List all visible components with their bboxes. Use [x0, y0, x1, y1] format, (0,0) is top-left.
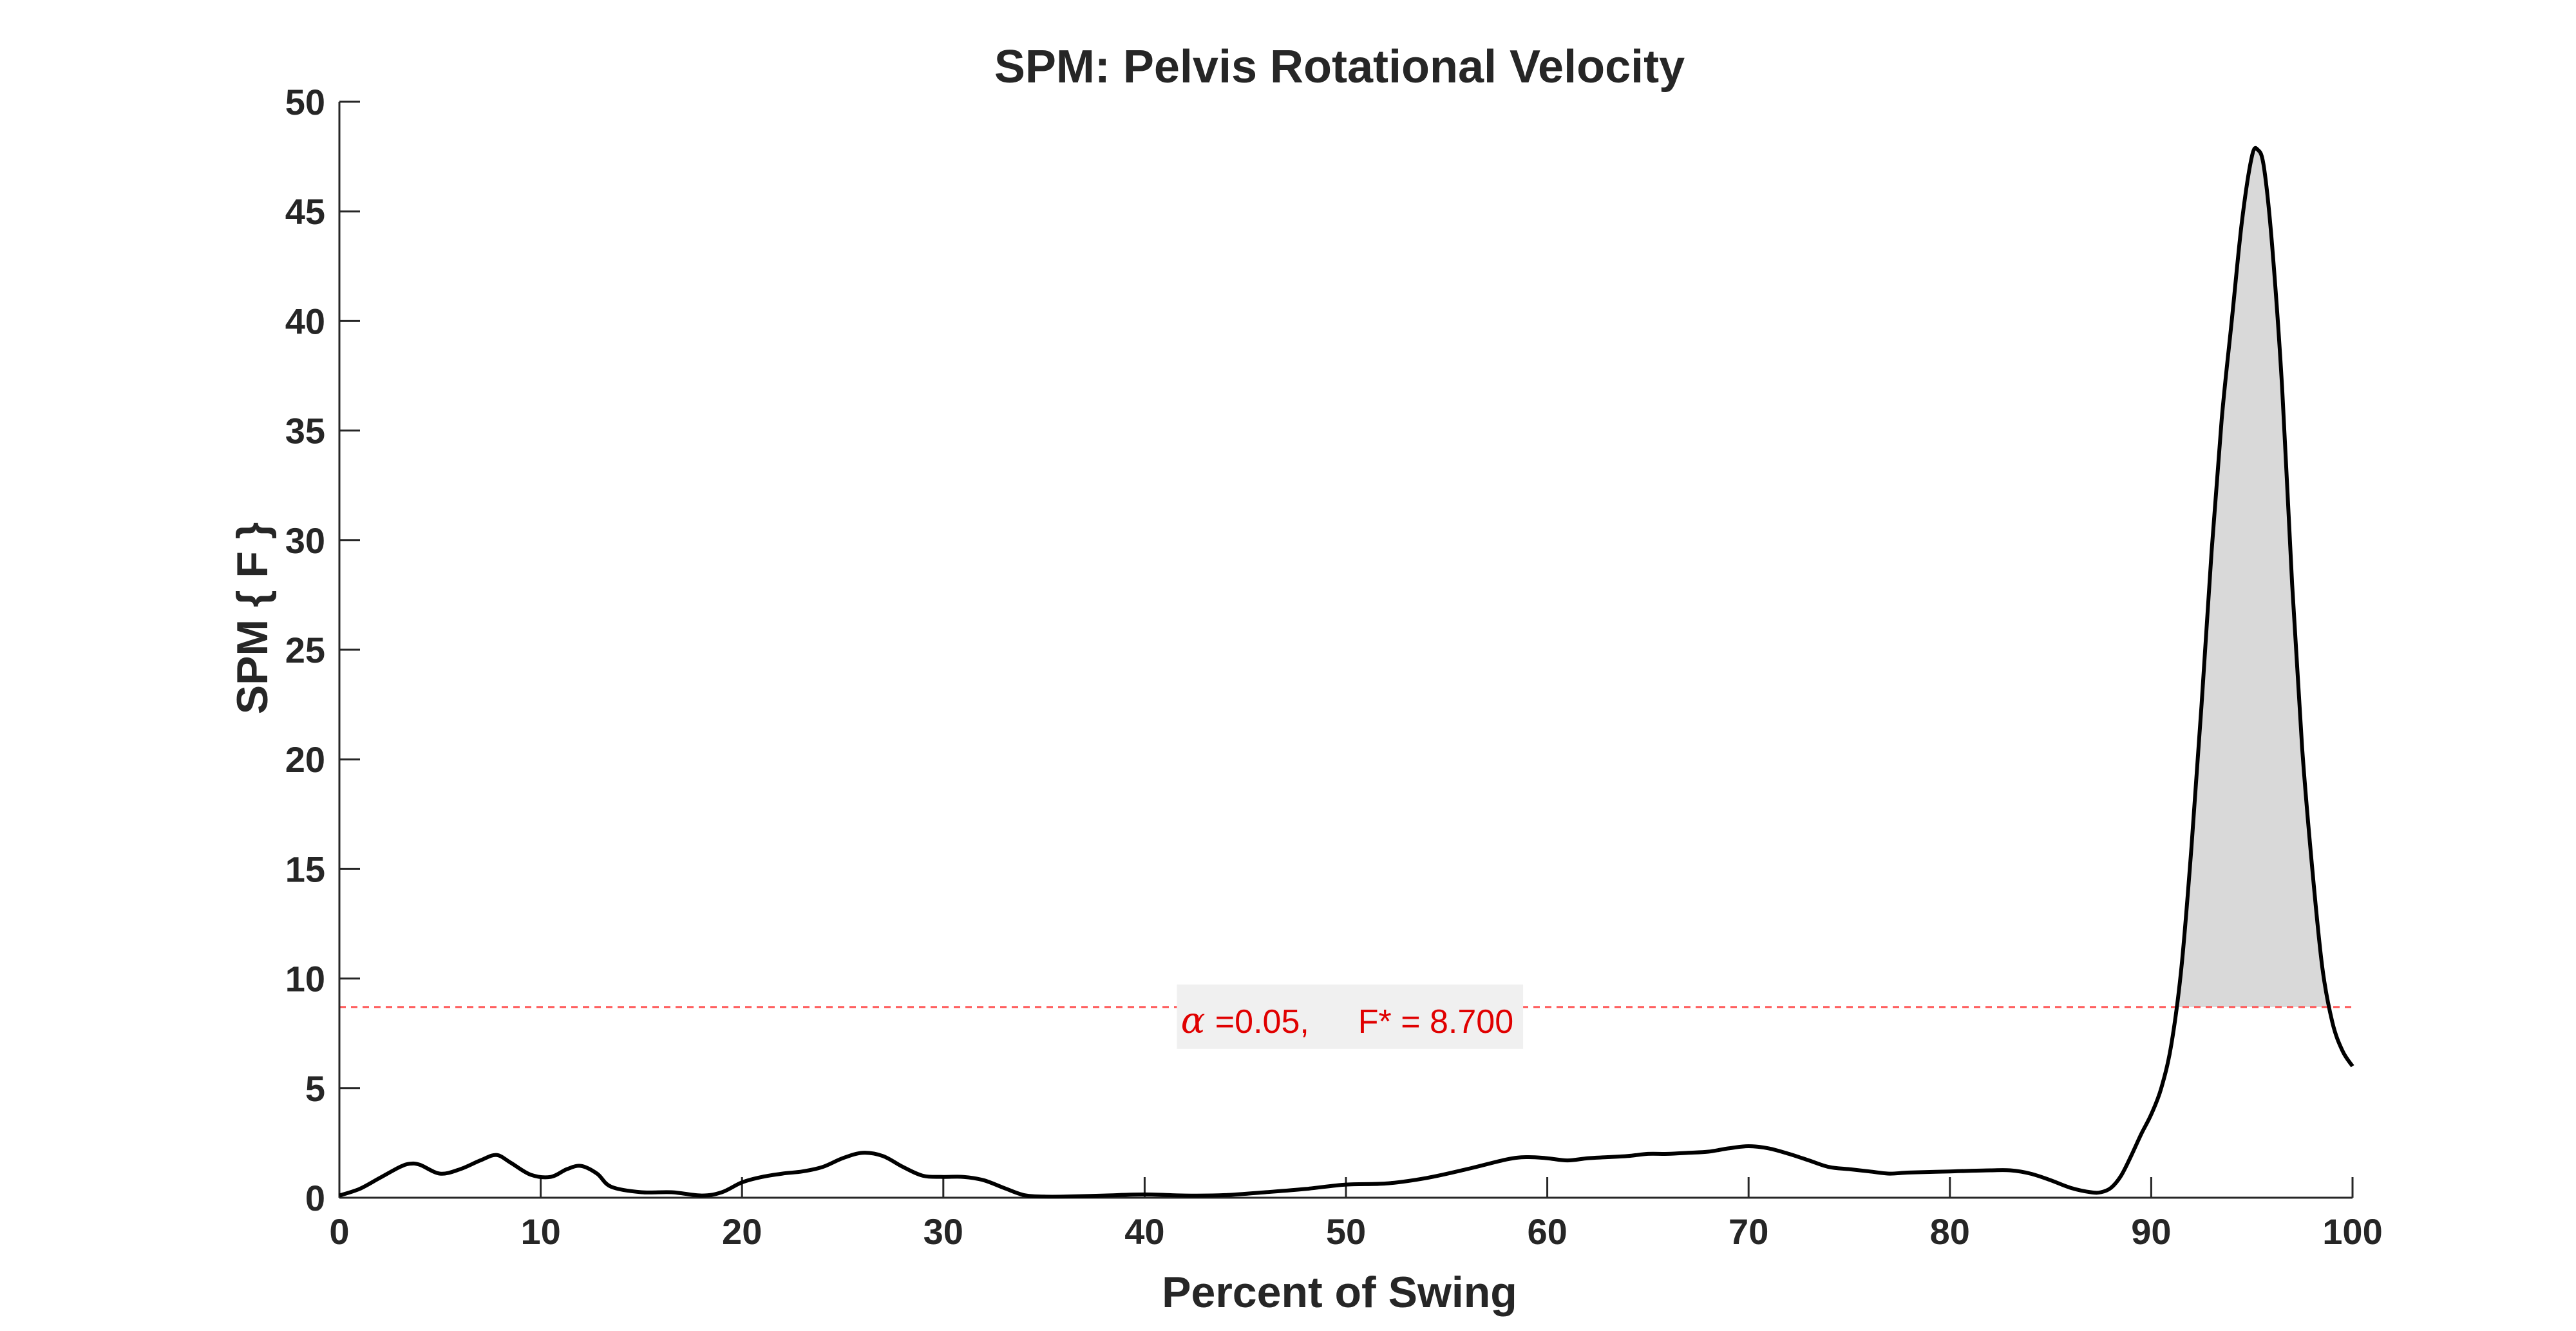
- y-tick-label: 50: [285, 82, 325, 122]
- x-tick-label: 40: [1124, 1211, 1164, 1252]
- x-tick-label: 90: [2131, 1211, 2171, 1252]
- suprathreshold-region-layer: [2176, 149, 2330, 1007]
- y-tick-label: 35: [285, 411, 325, 451]
- y-tick-label: 25: [285, 630, 325, 670]
- threshold-label-alpha: =0.05,: [1215, 1003, 1309, 1041]
- spm-curve-layer: [339, 146, 2354, 1199]
- x-tick-label: 30: [923, 1211, 963, 1252]
- axes: 0 10 20 30 40 50 60 70 80 90 100 0 5 10 15 20 25 30 35 40 45…: [285, 82, 2383, 1252]
- threshold-label-fstar: F* = 8.700: [1358, 1003, 1513, 1041]
- y-tick-label: 45: [285, 191, 325, 232]
- y-tick-label: 0: [305, 1178, 325, 1218]
- x-tick-label: 10: [520, 1211, 560, 1252]
- y-tick-label: 10: [285, 959, 325, 999]
- x-tick-label: 20: [722, 1211, 762, 1252]
- x-tick-label: 80: [1930, 1211, 1970, 1252]
- x-tick-label: 70: [1728, 1211, 1768, 1252]
- y-tick-label: 40: [285, 301, 325, 341]
- x-axis-label: Percent of Swing: [1162, 1268, 1517, 1317]
- spm-curve: [339, 146, 2354, 1199]
- x-tick-label: 100: [2322, 1211, 2382, 1252]
- y-axis-label: SPM { F }: [228, 522, 277, 715]
- chart-title: SPM: Pelvis Rotational Velocity: [994, 41, 1685, 93]
- x-tick-label: 50: [1326, 1211, 1366, 1252]
- y-tick-label: 20: [285, 739, 325, 780]
- threshold-layer: α =0.05, F* = 8.700: [339, 984, 2353, 1049]
- suprathreshold-cluster: [2176, 149, 2330, 1007]
- y-tick-label: 15: [285, 849, 325, 889]
- threshold-label-alpha-symbol: α: [1181, 1000, 1206, 1042]
- y-tick-label: 30: [285, 520, 325, 561]
- x-tick-label: 60: [1527, 1211, 1567, 1252]
- threshold-label-background: [1177, 984, 1524, 1049]
- y-tick-label: 5: [305, 1068, 325, 1109]
- x-tick-label: 0: [329, 1211, 349, 1252]
